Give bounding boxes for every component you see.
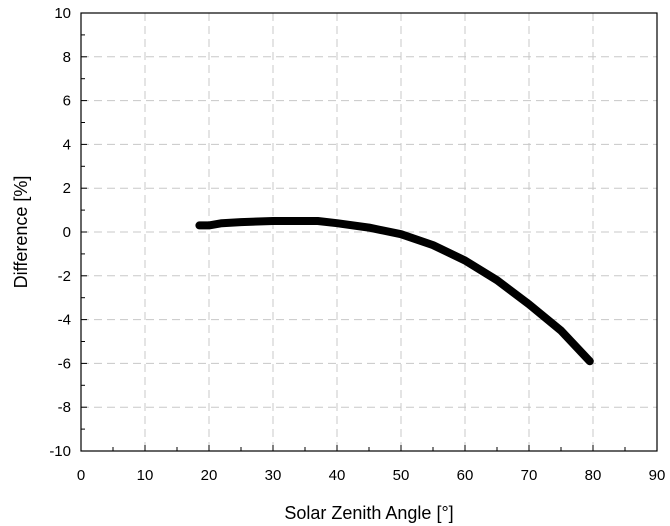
y-tick-label: -4 (58, 312, 71, 329)
x-tick-label: 80 (585, 467, 602, 484)
x-tick-label: 70 (521, 467, 538, 484)
y-tick-label: 8 (63, 49, 71, 66)
x-tick-label: 50 (393, 467, 410, 484)
x-tick-label: 90 (649, 467, 666, 484)
x-axis-title: Solar Zenith Angle [°] (284, 503, 453, 523)
x-tick-label: 60 (457, 467, 474, 484)
y-tick-label: -6 (58, 355, 71, 372)
x-tick-label: 40 (329, 467, 346, 484)
axes (80, 12, 658, 452)
y-tick-label: 6 (63, 93, 71, 110)
y-tick-label: -8 (58, 399, 71, 416)
x-tick-label: 20 (201, 467, 218, 484)
grid-lines (81, 13, 657, 451)
y-tick-label: 0 (63, 224, 71, 241)
series-layer (195, 217, 594, 366)
y-tick-label: 2 (63, 180, 71, 197)
series-line (195, 217, 594, 366)
y-tick-label: 4 (63, 136, 71, 153)
x-tick-label: 10 (137, 467, 154, 484)
y-tick-label: -2 (58, 268, 71, 285)
x-tick-label: 0 (77, 467, 85, 484)
x-tick-label: 30 (265, 467, 282, 484)
y-tick-label: 10 (54, 5, 71, 22)
y-tick-label: -10 (49, 443, 71, 460)
y-axis-title: Difference [%] (11, 176, 31, 289)
